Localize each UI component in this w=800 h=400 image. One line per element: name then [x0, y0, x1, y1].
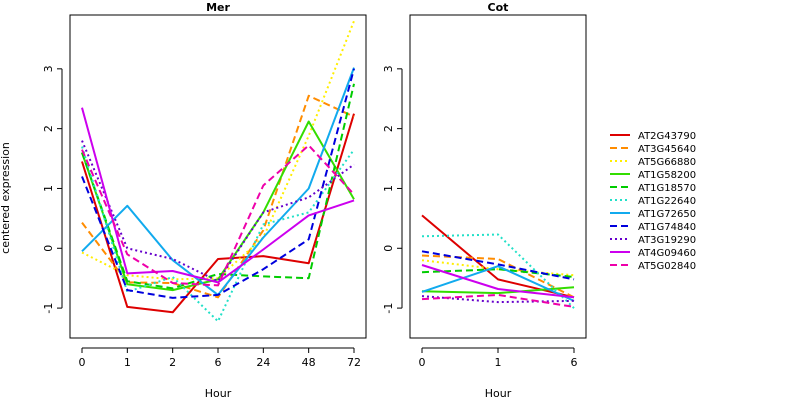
legend-label: AT5G66880	[638, 157, 696, 168]
x-axis-label: Hour	[485, 387, 512, 400]
x-tick-label: 1	[495, 356, 502, 369]
x-tick-label: 0	[419, 356, 426, 369]
series-line-at1g72650	[421, 265, 575, 302]
series-line-at1g74840	[81, 68, 355, 299]
y-tick-label: -1	[382, 303, 395, 314]
legend-label: AT3G45640	[638, 144, 696, 155]
y-axis-label: centered expression	[0, 142, 12, 254]
series-line-at1g18570	[81, 83, 355, 290]
series-line-at1g18570	[421, 268, 575, 278]
x-tick-label: 48	[302, 356, 316, 369]
series-line-at1g74840	[421, 250, 575, 281]
legend-label: AT5G02840	[638, 261, 696, 272]
x-tick-label: 1	[124, 356, 131, 369]
y-tick-label: 3	[42, 65, 55, 72]
y-tick-label: 1	[382, 185, 395, 192]
legend-label: AT1G22640	[638, 196, 696, 207]
plot-frame	[69, 14, 367, 339]
y-tick-label: 0	[42, 245, 55, 252]
panel-mer: Mer 0 1 2 6 24 48 72 Hour -1 0 1 2 3	[42, 1, 367, 400]
plot-frame	[409, 14, 587, 339]
legend-label: AT4G09460	[638, 248, 696, 259]
y-tick-label: 2	[42, 125, 55, 132]
x-tick-label: 24	[256, 356, 270, 369]
panel-title: Cot	[488, 1, 509, 14]
y-tick-label: 1	[42, 185, 55, 192]
series-line-at2g43790	[81, 113, 355, 314]
series-line-at5g66880	[421, 259, 575, 277]
series-line-at3g19290	[81, 140, 355, 283]
legend-label: AT2G43790	[638, 131, 696, 142]
x-tick-label: 2	[169, 356, 176, 369]
panel-title: Mer	[206, 1, 230, 14]
series-line-at3g45640	[81, 94, 355, 299]
legend-label: AT1G18570	[638, 183, 696, 194]
y-tick-label: -1	[42, 303, 55, 314]
x-axis-label: Hour	[205, 387, 232, 400]
legend-label: AT3G19290	[638, 235, 696, 246]
legend-label: AT1G72650	[638, 209, 696, 220]
series-line-at1g72650	[81, 67, 355, 296]
y-tick-label: 2	[382, 125, 395, 132]
x-tick-label: 6	[571, 356, 578, 369]
y-tick-label: 3	[382, 65, 395, 72]
panel-cot: Cot 0 1 6 Hour -1 0 1 2 3	[382, 1, 587, 400]
series-line-at5g02840	[421, 293, 575, 308]
x-tick-label: 72	[347, 356, 361, 369]
x-tick-label: 0	[79, 356, 86, 369]
y-tick-label: 0	[382, 245, 395, 252]
legend: AT2G43790 AT3G45640 AT5G66880 AT1G58200 AT1G…	[610, 131, 696, 272]
legend-label: AT1G74840	[638, 222, 696, 233]
series-line-at4g09460	[421, 264, 575, 299]
x-tick-label: 6	[215, 356, 222, 369]
series-line-at4g09460	[81, 107, 355, 284]
series-line-at1g22640	[421, 233, 575, 309]
legend-label: AT1G58200	[638, 170, 696, 181]
series-line-at5g02840	[81, 144, 355, 287]
series-line-at2g43790	[421, 214, 575, 299]
